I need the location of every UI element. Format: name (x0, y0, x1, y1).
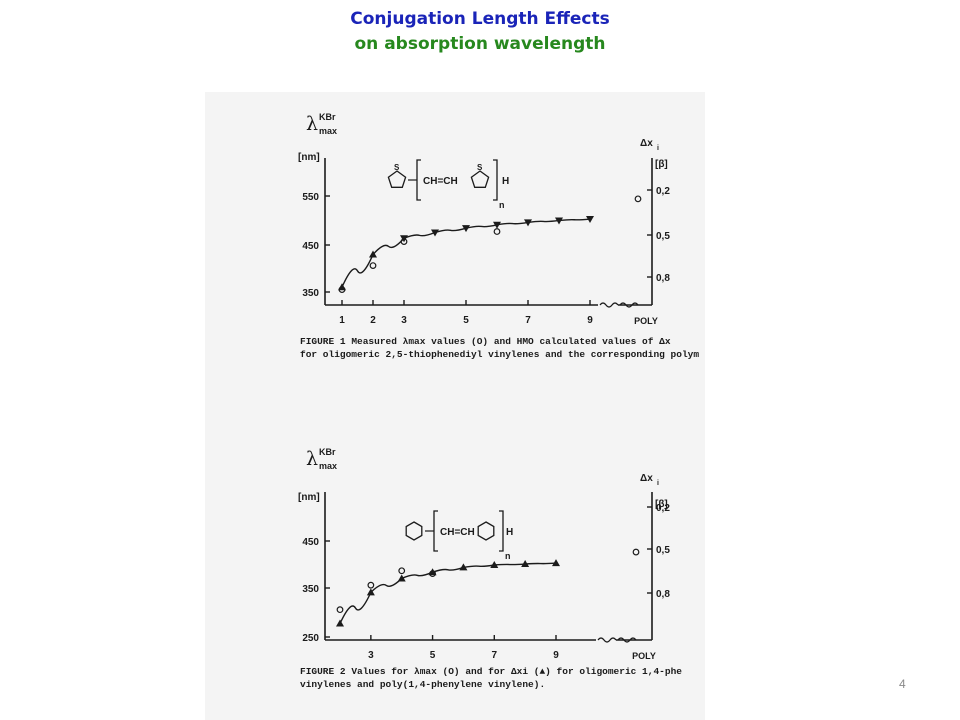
y2-tick-label: 0,5 (656, 231, 670, 242)
triangle-marker (431, 229, 439, 237)
fit-curve (339, 562, 557, 624)
figure-caption-line2: for oligomeric 2,5-thiophenediyl vinylen… (300, 349, 699, 360)
y-tick-label: 350 (302, 288, 319, 299)
triangle-marker (462, 225, 470, 233)
figure-caption-line1: FIGURE 1 Measured λmax values (O) and HM… (300, 336, 671, 347)
y-tick-label: 550 (302, 192, 319, 203)
ring-atom-label: S (394, 163, 400, 172)
triangle-marker (428, 568, 437, 576)
axis-break-left (597, 637, 617, 643)
slide-title: Conjugation Length Effects (350, 9, 610, 29)
scanned-figure-background (205, 92, 705, 720)
axis-break-right (617, 637, 637, 643)
y-tick-label: 350 (302, 584, 319, 595)
y2-axis-title: Δx (640, 138, 653, 149)
triangle-marker (490, 561, 499, 568)
y-axis-title: λ (306, 113, 318, 135)
benzene-ring (405, 521, 423, 541)
structure-diagram: CH=CH Hn S S (387, 159, 509, 210)
benzene-ring (477, 521, 495, 541)
y2-tick-label: 0,2 (656, 503, 670, 514)
y-tick-label: 250 (302, 633, 319, 644)
structure-subscript: n (505, 551, 511, 561)
x-break-label: POLY (632, 651, 656, 661)
y2-tick-label: 0,2 (656, 186, 670, 197)
y-axis-title: λ (306, 448, 318, 470)
circle-marker (367, 581, 375, 589)
x-tick-label: 9 (587, 315, 593, 326)
structure-label: CH=CH (440, 527, 475, 538)
circle-marker (400, 238, 408, 246)
y-axis-title-sub: max (319, 126, 337, 136)
structure-subscript: n (499, 200, 505, 210)
y-axis-title-sup: KBr (319, 447, 336, 457)
triangle-marker (555, 217, 563, 225)
x-tick-label: 5 (430, 650, 436, 661)
circle-marker (336, 606, 344, 614)
triangle-marker (493, 221, 501, 229)
triangle-marker (459, 563, 468, 571)
triangle-marker (369, 250, 377, 258)
x-tick-label: 7 (525, 315, 531, 326)
circle-marker (493, 228, 501, 235)
structure-end-group: H (502, 176, 509, 187)
y2-tick-label: 0,8 (656, 589, 670, 600)
y-tick-label: 450 (302, 241, 319, 252)
x-tick-label: 3 (401, 315, 407, 326)
figure-2: 250 350 450 0,2 0,5 0,8 3 5 7 9 POLY λ KBr max [nm] Δx i… (298, 447, 682, 690)
triangle-marker (366, 588, 375, 596)
circle-marker (369, 262, 377, 270)
circle-marker (632, 548, 640, 556)
figure-caption-line1: FIGURE 2 Values for λmax (O) and for Δxi… (300, 666, 682, 677)
y-axis-title-sup: KBr (319, 112, 336, 122)
y2-axis-title: Δx (640, 473, 653, 484)
y2-axis-unit: [β] (655, 499, 668, 510)
circle-marker (398, 567, 406, 575)
structure-end-group: H (506, 527, 513, 538)
axis-break-left (599, 302, 619, 308)
y-axis-unit: [nm] (298, 152, 320, 163)
y2-tick-label: 0,5 (656, 545, 670, 556)
x-tick-label: 3 (368, 650, 374, 661)
bracket-right (493, 159, 498, 201)
x-tick-label: 7 (492, 650, 498, 661)
triangle-marker (524, 219, 532, 227)
y2-tick-label: 0,8 (656, 273, 670, 284)
axis-break-right (619, 302, 639, 308)
figure-1: 350 450 550 0,2 0,5 0,8 1 2 3 5 7 9 POLY λ KBr max [nm] Δ… (298, 112, 699, 360)
triangle-marker (521, 560, 530, 568)
bracket-left (416, 159, 421, 201)
x-tick-label: 1 (339, 315, 345, 326)
triangle-marker (552, 559, 560, 567)
circle-marker (429, 570, 436, 578)
y2-axis-unit: [β] (655, 159, 668, 170)
y-tick-label: 450 (302, 537, 319, 548)
x-tick-label: 5 (463, 315, 469, 326)
thiophene-ring (470, 170, 490, 188)
y2-axis-title-sub: i (657, 145, 659, 152)
bracket-right (499, 510, 504, 552)
triangle-marker (586, 216, 594, 224)
structure-diagram: CH=CH Hn (405, 510, 513, 561)
triangle-marker (336, 619, 344, 627)
x-tick-label: 9 (553, 650, 559, 661)
y2-axis-title-sub: i (657, 480, 659, 487)
y-axis-title-sub: max (319, 461, 337, 471)
y-axis-unit: [nm] (298, 492, 320, 503)
x-break-label: POLY (634, 316, 658, 326)
slide-subtitle: on absorption wavelength (354, 34, 606, 54)
structure-label: CH=CH (423, 176, 458, 187)
ring-atom-label: S (477, 163, 483, 172)
page-number: 4 (899, 677, 906, 691)
x-tick-label: 2 (370, 315, 376, 326)
circle-marker (634, 195, 642, 203)
bracket-left (433, 510, 438, 552)
thiophene-ring (387, 170, 407, 188)
circle-marker (338, 286, 346, 294)
triangle-marker (397, 574, 406, 582)
figure-caption-line2: vinylenes and poly(1,4-phenylene vinylen… (300, 679, 545, 690)
